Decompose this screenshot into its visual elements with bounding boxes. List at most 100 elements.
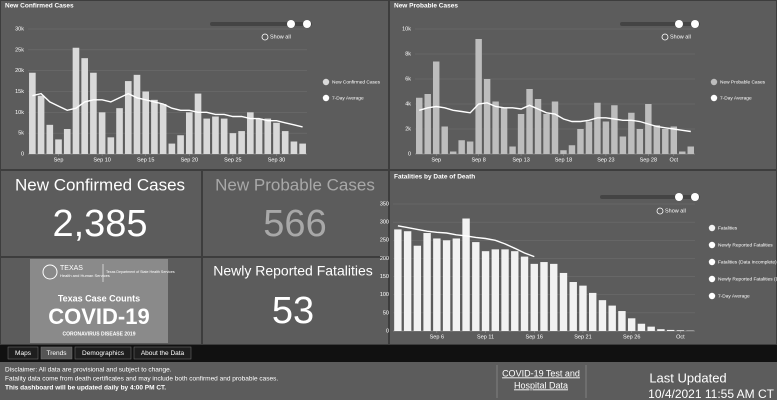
bar <box>72 47 80 154</box>
bar <box>594 102 601 154</box>
scroll-track <box>620 22 700 26</box>
tab-label[interactable]: Demographics <box>82 350 125 357</box>
bar <box>37 95 45 154</box>
x-tick-label: Oct <box>670 157 679 163</box>
y-tick-label: 25k <box>15 47 24 53</box>
y-tick-label: 6k <box>405 76 411 82</box>
bar <box>653 125 661 154</box>
bar <box>627 318 636 331</box>
legend-marker <box>322 78 330 86</box>
bar <box>264 118 272 154</box>
bar <box>534 99 542 154</box>
bar <box>290 141 298 154</box>
legend-label: Fatalities <box>718 225 738 231</box>
scroll-track <box>210 22 312 26</box>
bar <box>116 108 123 154</box>
tab[interactable] <box>133 346 192 360</box>
bar <box>177 135 184 154</box>
y-tick-label: 30k <box>15 26 24 32</box>
legend-label: 7-Day Average <box>332 95 364 101</box>
bar <box>500 107 508 154</box>
y-tick-label: 10k <box>402 26 411 32</box>
bar <box>526 89 533 154</box>
bar <box>645 104 652 154</box>
link[interactable]: COVID-19 Test and <box>502 368 580 378</box>
x-tick-label: Sep 26 <box>623 334 640 340</box>
bar <box>551 101 559 154</box>
average-line <box>419 102 691 133</box>
bar <box>159 104 167 154</box>
bar <box>46 124 54 154</box>
indicator-label: New Probable Cases <box>215 175 375 194</box>
bar <box>662 129 669 154</box>
bar <box>403 231 412 331</box>
link[interactable]: Hospital Data <box>514 380 568 390</box>
bar <box>90 72 97 154</box>
scroll-handle <box>691 20 699 28</box>
bar <box>670 126 678 154</box>
bar <box>81 58 88 154</box>
logo-seal <box>42 264 58 280</box>
bar <box>585 121 593 154</box>
show-all: Show all <box>270 34 291 40</box>
bar <box>142 91 150 154</box>
tabs: Maps Trends Demographics About the Data <box>7 346 192 360</box>
bar <box>569 282 577 331</box>
bar <box>151 99 158 154</box>
bar <box>602 121 610 154</box>
scroll-handle <box>303 20 311 28</box>
x-tick-label: Sep <box>54 157 64 163</box>
y-tick-label: 200 <box>380 256 389 262</box>
bar <box>124 81 132 154</box>
chart-title: New Probable Cases <box>394 3 458 10</box>
bar <box>433 238 441 331</box>
tab[interactable] <box>74 346 132 360</box>
bar <box>636 129 644 154</box>
bar <box>416 97 423 154</box>
y-tick-label: 2k <box>405 126 411 132</box>
x-tick-label: Sep 30 <box>268 157 285 163</box>
scroll-handle <box>675 20 683 28</box>
bar <box>449 151 457 154</box>
bar <box>491 249 499 331</box>
panel <box>1 171 201 256</box>
y-tick-label: 4k <box>405 101 411 107</box>
bar <box>63 129 71 154</box>
x-tick-label: Sep 20 <box>181 157 198 163</box>
bar <box>579 285 587 331</box>
bar <box>441 126 448 154</box>
bar <box>560 150 567 154</box>
tab-label[interactable]: About the Data <box>141 350 185 357</box>
x-tick-label: Sep 23 <box>597 157 614 163</box>
legend-label: New Probable Cases <box>720 79 766 85</box>
y-tick-label: 20k <box>15 68 24 74</box>
legend-label: 7-Day Average <box>718 293 750 299</box>
tab[interactable] <box>7 346 39 360</box>
x-tick-label: Sep 16 <box>526 334 543 340</box>
panel <box>203 171 388 256</box>
legend-marker <box>322 94 330 102</box>
legend-marker <box>708 292 716 300</box>
bar <box>628 112 635 154</box>
tab-label[interactable]: Trends <box>47 350 68 357</box>
y-tick-label: 300 <box>380 220 389 226</box>
bar <box>647 326 655 331</box>
bar <box>475 39 482 154</box>
zoom-icon <box>261 33 269 41</box>
bar <box>501 249 509 331</box>
tab-label[interactable]: Maps <box>15 350 32 357</box>
bar <box>679 151 686 154</box>
bar <box>577 129 584 154</box>
indicator-value: 53 <box>272 290 314 332</box>
bar <box>618 311 626 331</box>
bar <box>509 146 516 154</box>
bar <box>589 292 597 331</box>
disclaimer: Fatality data come from death certificat… <box>5 376 278 383</box>
legend-marker <box>710 78 718 86</box>
bar <box>517 114 525 154</box>
bar <box>273 122 280 154</box>
logo-subtitle: CORONAVIRUS DISEASE 2019 <box>63 331 136 337</box>
chart-title: Fatalities by Date of Death <box>394 174 475 181</box>
bar <box>394 229 402 331</box>
tab[interactable] <box>40 346 73 360</box>
